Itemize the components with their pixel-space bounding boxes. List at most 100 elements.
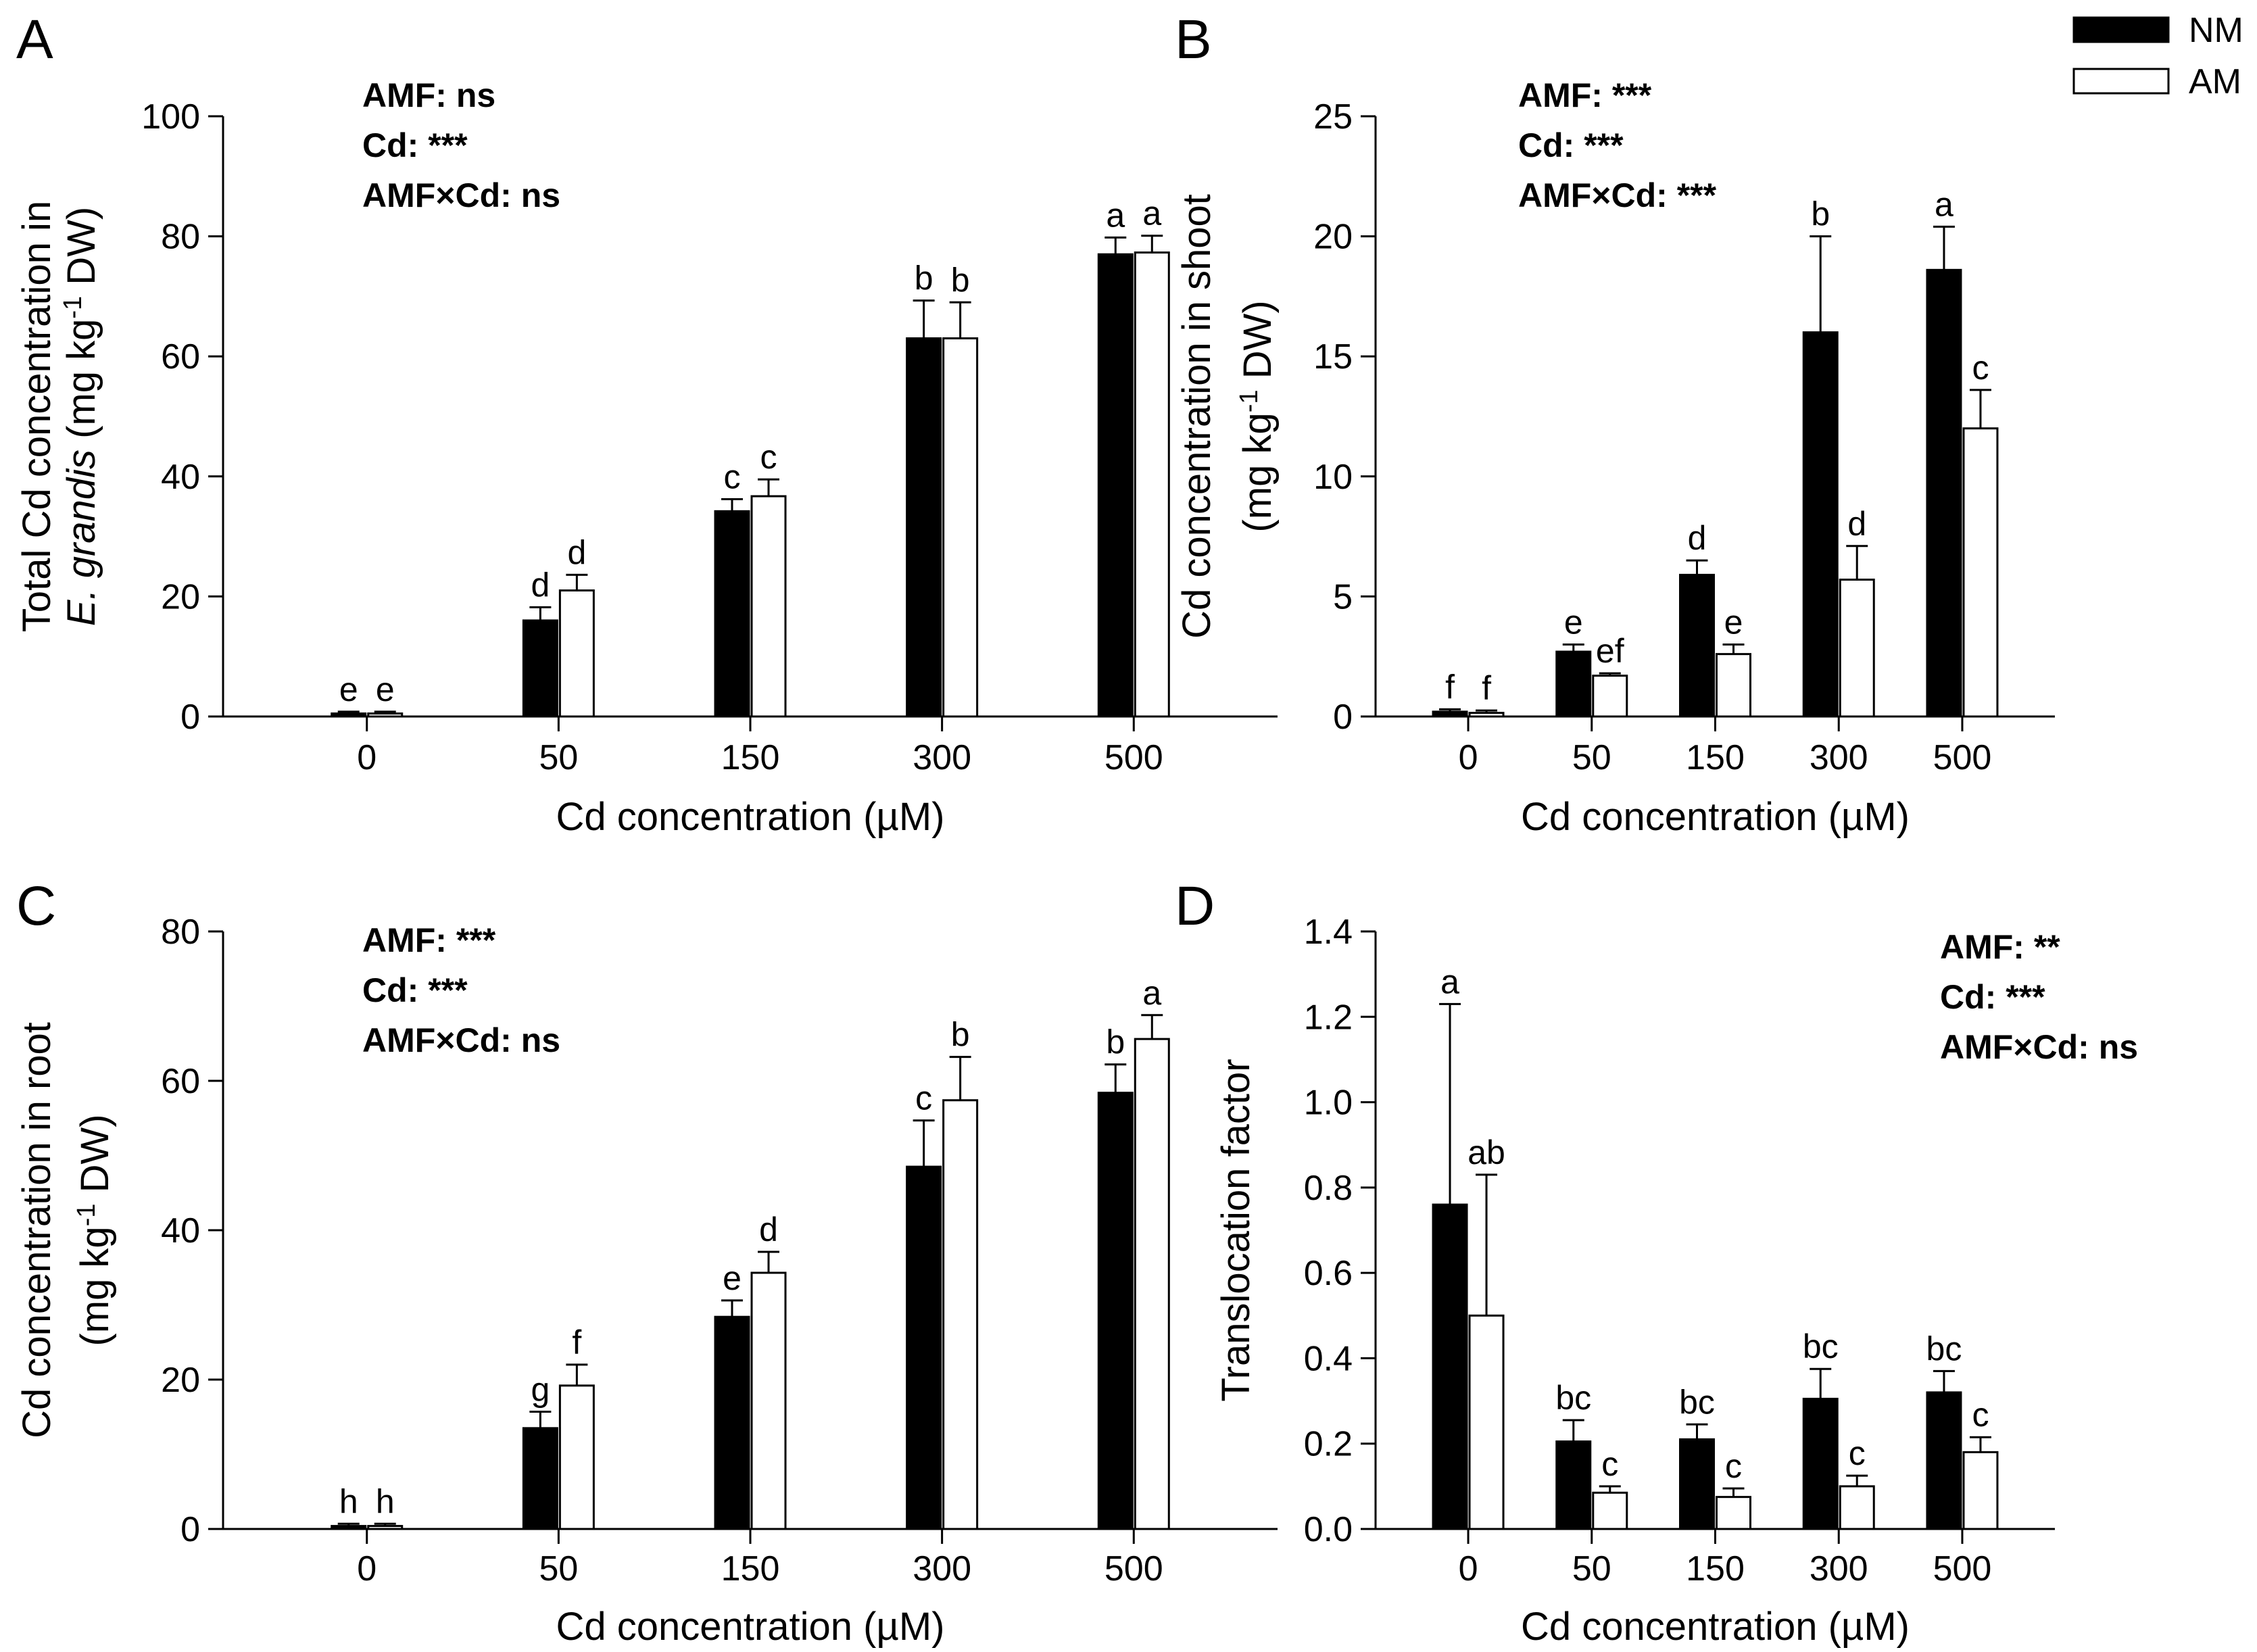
y-axis-title-superscript: -1 [59, 296, 87, 319]
bar-nm [1802, 1397, 1839, 1530]
panel-letter: C [16, 875, 56, 937]
significance-letter: bc [1926, 1330, 1962, 1367]
significance-letter: e [723, 1259, 742, 1297]
significance-letter: a [1142, 195, 1161, 233]
x-axis-title: Cd concentration (µM) [1521, 1605, 1910, 1649]
bar-am [367, 1525, 404, 1530]
panel-letter: A [16, 9, 53, 70]
y-tick-label: 100 [141, 97, 200, 137]
x-tick-label: 0 [357, 738, 377, 777]
bar-nm [1097, 253, 1134, 718]
x-tick-label: 50 [1572, 738, 1611, 777]
bar-am [942, 337, 979, 718]
x-axis-title: Cd concentration (µM) [1521, 795, 1910, 839]
bar-nm [1555, 1440, 1592, 1530]
y-axis-title: Cd concentration in shoot [1175, 194, 1219, 639]
significance-letter: b [1811, 195, 1830, 233]
significance-letter: a [1440, 963, 1459, 1000]
significance-letter: h [339, 1482, 358, 1520]
significance-letter: f [1482, 669, 1491, 707]
bar-am [1839, 1485, 1875, 1530]
y-axis-title-superscript: -1 [72, 1204, 101, 1227]
significance-letter: g [531, 1371, 550, 1409]
legend: NM AM [2072, 11, 2243, 101]
y-axis-title: Translocation factor [1214, 1059, 1258, 1401]
significance-letter: c [1601, 1445, 1618, 1483]
stats-annotation: AMF×Cd: ns [362, 1021, 560, 1059]
x-axis-title: Cd concentration (µM) [556, 795, 945, 839]
significance-letter: a [1142, 974, 1161, 1012]
x-tick-label: 500 [1105, 1549, 1163, 1588]
bar-am [750, 495, 787, 718]
legend-swatch-nm [2072, 16, 2170, 43]
x-tick-label: 300 [1810, 1549, 1868, 1588]
bar-am [1592, 675, 1628, 718]
bar-am [1468, 712, 1505, 718]
y-axis-title-unit-text: (mg kg [73, 1226, 117, 1346]
significance-letter: e [339, 671, 358, 708]
significance-letter: c [1725, 1447, 1742, 1485]
bar-am [1962, 427, 1999, 718]
bar-am [558, 1384, 595, 1530]
stats-annotation: AMF: *** [1518, 76, 1652, 114]
significance-letter: f [1445, 668, 1455, 706]
y-tick-label: 10 [1313, 458, 1353, 497]
y-tick-label: 20 [161, 577, 200, 616]
bar-am [942, 1099, 979, 1530]
bar-nm [1432, 1203, 1468, 1530]
bar-nm [331, 712, 367, 718]
significance-letter: d [759, 1211, 778, 1248]
significance-letter: b [1106, 1023, 1125, 1061]
significance-letter: c [760, 438, 777, 476]
y-axis-title-unit-text: (mg kg [1236, 412, 1280, 532]
significance-letter: a [1106, 196, 1125, 234]
y-tick-label: 0 [180, 1510, 200, 1549]
bar-nm [1432, 710, 1468, 718]
y-tick-label: 60 [161, 1062, 200, 1101]
y-axis-title-unit-end: DW) [73, 1114, 117, 1203]
y-axis-title-species: E. grandis [59, 450, 103, 626]
y-tick-label: 1.0 [1304, 1084, 1353, 1123]
stats-annotation: AMF: *** [362, 921, 496, 959]
bar-nm [1926, 1391, 1962, 1530]
panel-b: B 0 5 10 15 20 25 0 50 150 300 500 Cd concentration … [1175, 9, 2055, 839]
significance-letter: bc [1679, 1383, 1715, 1421]
significance-letter: d [567, 533, 586, 571]
significance-letter: e [1564, 603, 1583, 641]
panel-letter: D [1175, 875, 1215, 937]
significance-letter: c [1849, 1434, 1866, 1472]
y-axis-title: Cd concentration in root [15, 1022, 59, 1438]
significance-letter: d [1847, 505, 1866, 543]
y-axis-title-unit: (mg kg-1 DW) [1235, 300, 1280, 532]
x-tick-label: 500 [1933, 738, 1992, 777]
bar-am [1134, 1038, 1170, 1530]
stats-annotation: AMF×Cd: ns [1940, 1028, 2138, 1066]
y-tick-label: 0.0 [1304, 1510, 1353, 1549]
x-tick-label: 150 [721, 738, 780, 777]
bar-nm [1555, 650, 1592, 718]
stats-annotation: Cd: *** [1518, 126, 1624, 164]
significance-letter: ab [1467, 1134, 1505, 1171]
significance-letter: d [531, 566, 550, 604]
bar-nm [522, 1427, 558, 1530]
x-axis-title: Cd concentration (µM) [556, 1605, 945, 1649]
significance-letter: e [376, 671, 395, 708]
bar-am [367, 712, 404, 718]
significance-letter: b [915, 260, 933, 297]
bar-nm [1802, 331, 1839, 718]
x-tick-label: 50 [1572, 1549, 1611, 1588]
panel-c: C 0 20 40 60 80 0 50 150 300 500 Cd concentration (… [15, 875, 1278, 1649]
stats-annotation: Cd: *** [1940, 978, 2045, 1016]
bar-nm [1679, 573, 1715, 718]
y-tick-label: 0 [1333, 698, 1353, 737]
y-axis-title-superscript: -1 [1235, 390, 1263, 413]
bar-am [1468, 1314, 1505, 1530]
significance-letter: e [1724, 603, 1743, 641]
y-tick-label: 0 [180, 698, 200, 737]
y-axis-title: Total Cd concentration in [15, 201, 59, 632]
significance-letter: c [915, 1079, 932, 1117]
y-tick-label: 0.8 [1304, 1169, 1353, 1208]
bar-nm [522, 619, 558, 718]
x-tick-label: 300 [1810, 738, 1868, 777]
